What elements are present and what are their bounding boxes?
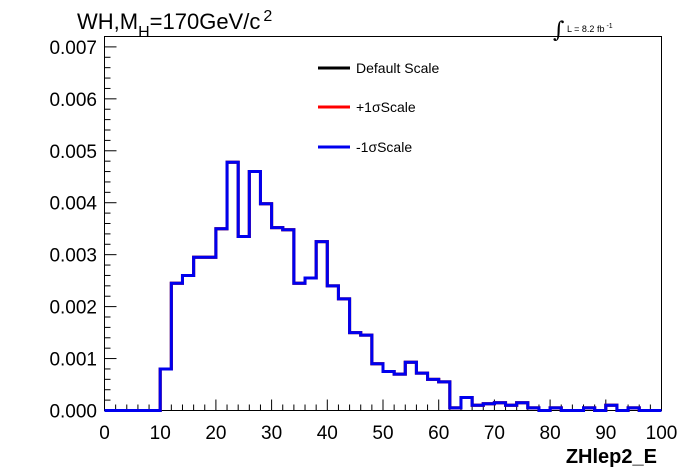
series-line-3 xyxy=(104,160,662,412)
series-layer xyxy=(104,160,662,412)
x-tick-label: 90 xyxy=(595,423,616,444)
y-tick-label: 0.006 xyxy=(49,90,97,111)
y-tick-label: 0.003 xyxy=(49,246,97,267)
y-tick-label: 0.000 xyxy=(49,402,97,423)
luminosity-text: L = 8.2 fb -1 xyxy=(567,23,613,34)
x-tick-label: 20 xyxy=(205,423,226,444)
legend: Default Scale +1σScale -1σScale xyxy=(318,60,439,155)
x-tick-label: 30 xyxy=(261,423,282,444)
integral-symbol: ∫ xyxy=(553,18,565,43)
y-tick-label: 0.004 xyxy=(49,194,97,215)
legend-label: -1σScale xyxy=(356,139,412,155)
x-tick-label: 10 xyxy=(150,423,171,444)
x-tick-label: 100 xyxy=(646,423,678,444)
x-tick-label: 0 xyxy=(99,423,110,444)
x-axis: 0 10 20 30 40 50 60 70 80 90 100 xyxy=(99,399,678,444)
legend-label: +1σScale xyxy=(356,99,416,115)
legend-label: Default Scale xyxy=(356,60,439,76)
x-tick-label: 40 xyxy=(317,423,338,444)
x-axis-label: ZHlep2_E xyxy=(566,446,657,468)
y-axis: 0.000 0.001 0.002 0.003 0.004 0.005 0.006 0.007 xyxy=(49,36,117,423)
x-tick-label: 50 xyxy=(372,423,393,444)
y-tick-label: 0.002 xyxy=(49,298,97,319)
x-tick-label: 60 xyxy=(428,423,449,444)
y-tick-label: 0.005 xyxy=(49,142,97,163)
x-tick-label: 70 xyxy=(484,423,505,444)
y-tick-label: 0.007 xyxy=(49,38,97,59)
y-tick-label: 0.001 xyxy=(49,350,97,371)
x-tick-label: 80 xyxy=(540,423,561,444)
chart-title: WH,MH=170GeV/c 2 xyxy=(77,8,272,41)
